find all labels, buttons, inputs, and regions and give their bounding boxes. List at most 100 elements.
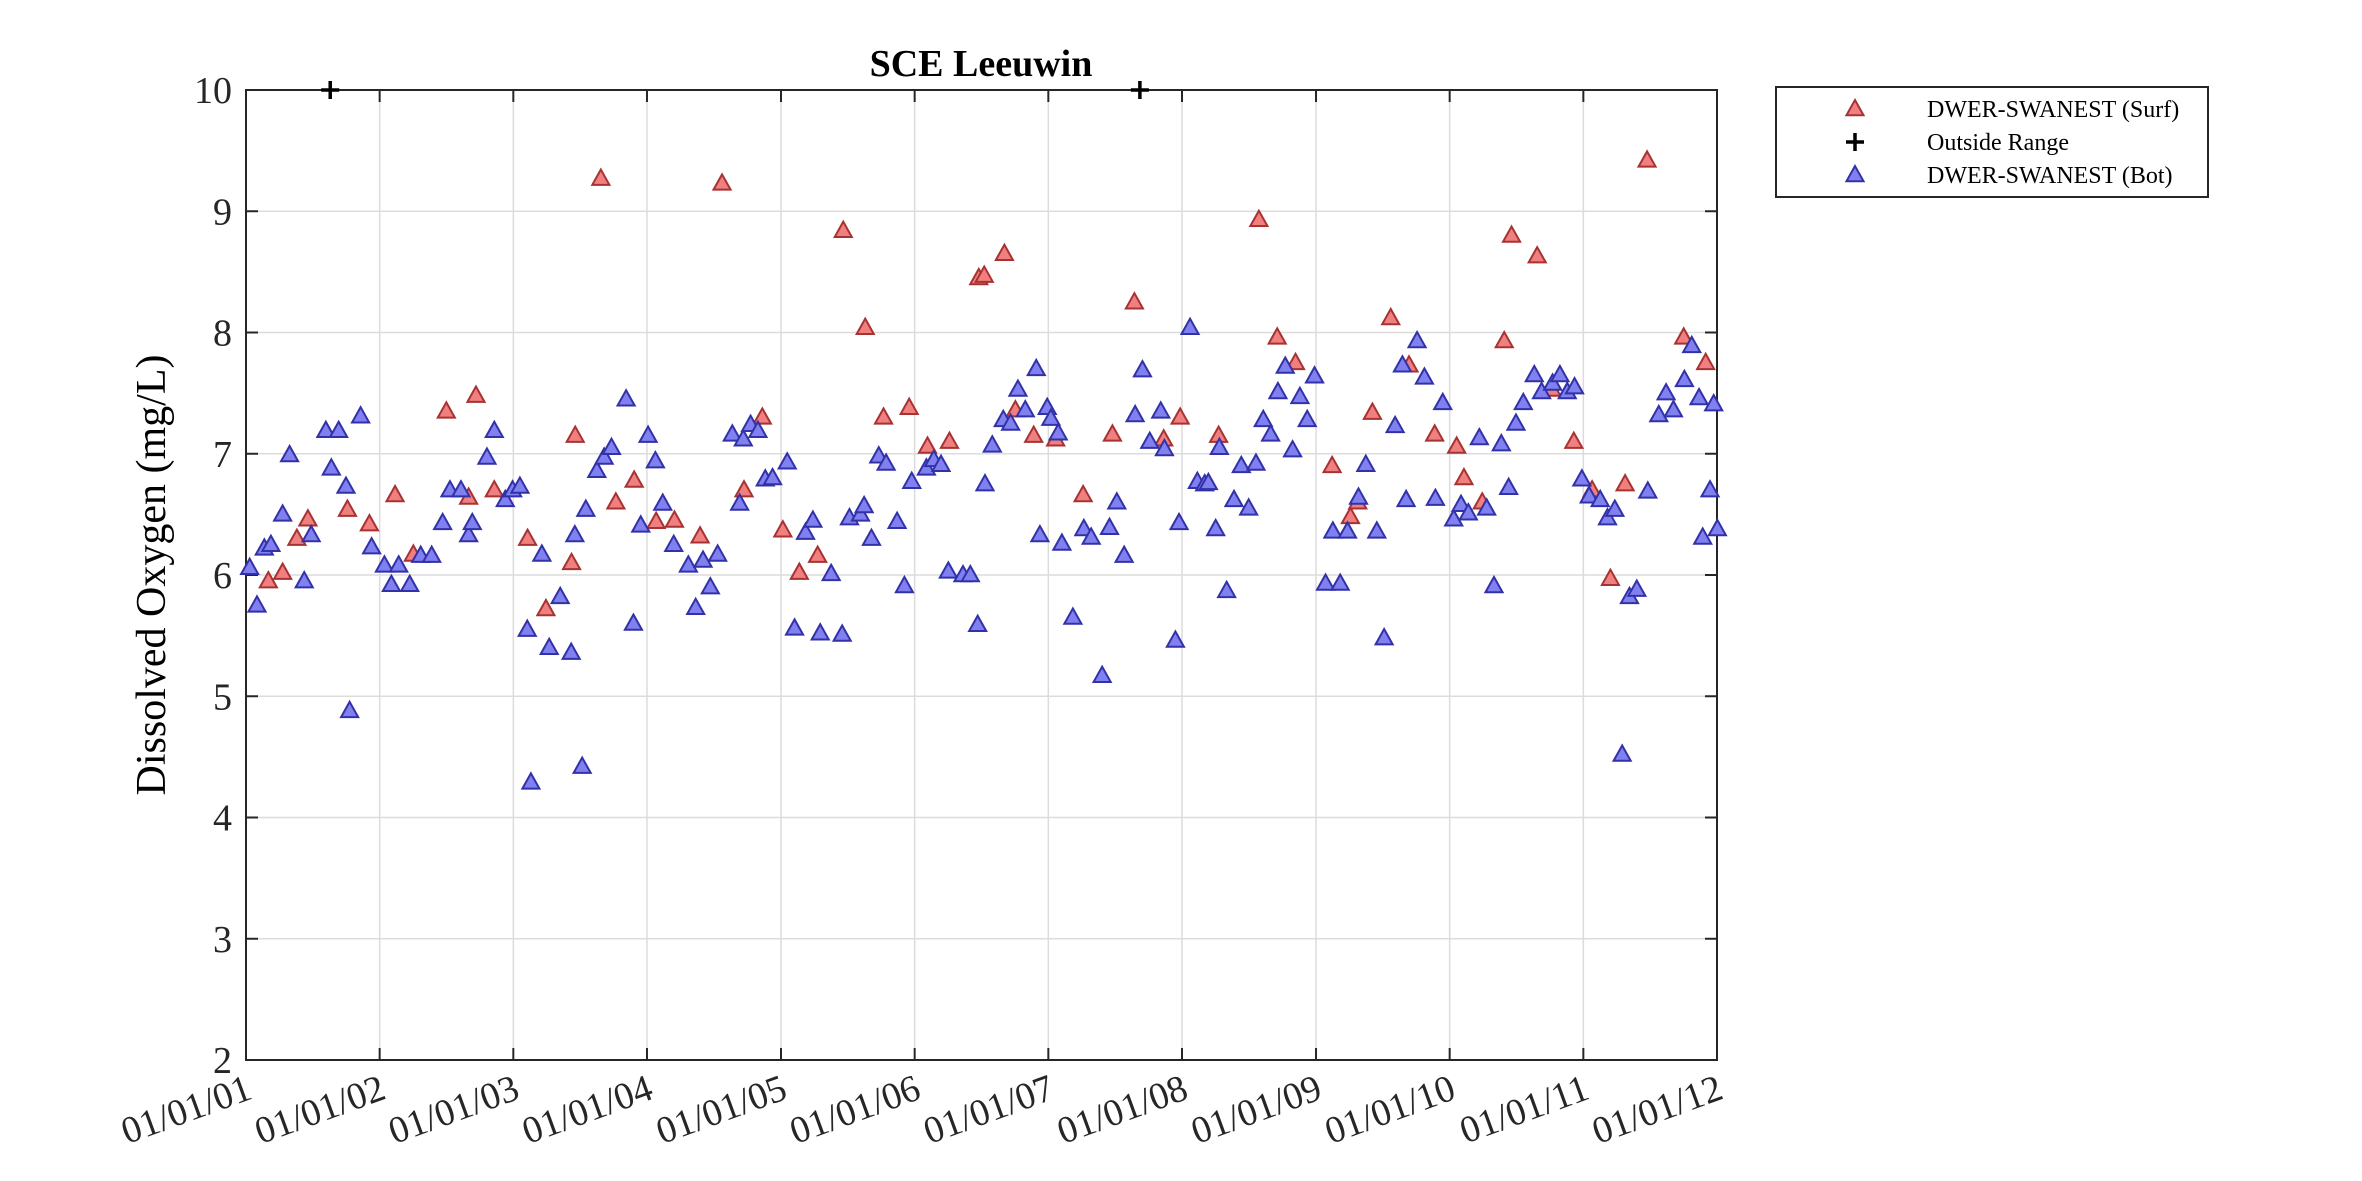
data-point [1124,291,1145,310]
data-point [762,466,783,486]
data-point [938,560,959,579]
data-point [564,424,586,443]
data-point [350,405,371,424]
data-point [722,423,743,442]
data-point [1673,326,1694,345]
legend-marker [1844,163,1866,183]
data-point [286,527,308,546]
legend-label: DWER-SWANEST (Surf) [1927,97,2179,123]
data-point [1469,426,1490,446]
data-point [692,549,714,568]
y-tick-label: 9 [213,191,232,233]
data-point [1699,479,1721,498]
data-point [1589,488,1611,508]
data-point [1446,435,1467,454]
data-point [1549,363,1571,383]
y-axis-label: Dissolved Oxygen (mg/L) [129,355,175,796]
data-point [1571,468,1593,487]
data-point [549,585,571,605]
data-point [917,435,938,454]
data-point [1124,403,1146,423]
data-point [1626,578,1648,597]
data-point [450,479,472,498]
data-point [645,510,667,529]
data-point [1414,366,1435,385]
data-point [1238,497,1259,516]
data-point [593,446,615,465]
data-point [960,563,981,583]
data-point [1703,392,1724,412]
data-point [1483,574,1505,594]
data-point [623,612,644,631]
data-point [967,613,988,633]
data-point [384,483,406,503]
data-point [1450,493,1472,512]
data-point [1564,376,1585,395]
data-point [1062,606,1084,625]
data-point [399,573,420,592]
data-point [361,536,382,555]
data-point [623,469,645,488]
data-point [1636,149,1658,168]
data-point [1102,423,1123,442]
data-point [1113,544,1135,563]
data-point [601,436,622,455]
data-point [436,400,457,419]
data-point [1266,326,1288,345]
data-point [1289,385,1311,405]
data-point [930,453,952,472]
data-point [1526,245,1548,264]
data-point [1282,439,1303,458]
legend: DWER-SWANEST (Surf) Outside Range DWER-SWA… [1775,86,2209,198]
data-point [1168,511,1190,531]
data-point [747,419,769,439]
data-point [898,396,920,415]
data-point [1637,480,1659,499]
y-tick-label: 6 [213,555,232,597]
data-point [1322,520,1344,539]
data-point [1000,412,1021,431]
data-point [1453,466,1475,486]
data-point [685,596,706,616]
data-point [689,525,711,544]
data-point [861,527,882,546]
data-point [246,594,268,613]
data-point [1505,412,1527,431]
data-point [1023,424,1044,443]
data-point [1130,81,1149,99]
data-point [1674,368,1695,388]
data-point [1304,365,1325,384]
data-point [1209,436,1230,455]
data-point [1179,316,1201,335]
series-bottom [239,316,1728,790]
data-point [1355,453,1377,472]
data-point [300,523,322,543]
legend-label: DWER-SWANEST (Bot) [1927,163,2173,189]
data-point [458,523,479,543]
data-point [1267,380,1289,400]
y-tick-label: 10 [194,70,232,112]
data-point [652,492,673,511]
data-point [1425,487,1446,506]
data-point [260,533,282,552]
data-point [564,523,586,543]
data-point [520,771,542,790]
data-point [1285,351,1306,371]
data-point [776,451,798,470]
data-point [853,494,875,514]
data-point [795,521,816,540]
data-point [664,509,685,528]
data-point [1498,476,1519,495]
data-point [1132,359,1153,378]
data-point [571,755,593,774]
y-tick-label: 7 [213,434,232,476]
data-point [560,641,582,660]
data-point [1493,329,1515,349]
series-outside-range [321,81,1149,99]
data-point [1578,485,1600,504]
data-point [321,81,340,99]
data-point [328,419,349,439]
data-point [875,452,897,471]
data-point [807,544,828,563]
